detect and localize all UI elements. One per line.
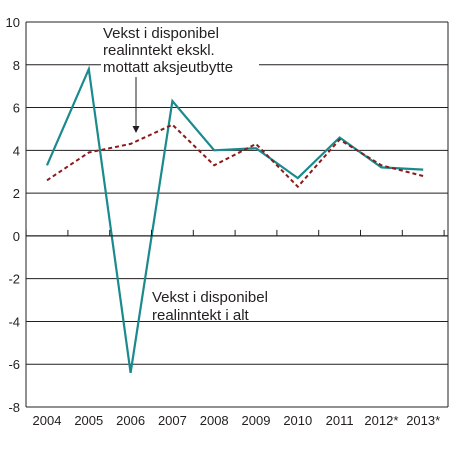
series-annotation-line: mottatt aksjeutbytte	[103, 59, 233, 76]
x-tick-label: 2004	[33, 413, 62, 428]
series-annotation-line: Vekst i disponibel	[103, 25, 219, 42]
tick-labels: -8 -6 -4 -2 0 2 4 6 8 10 2004 2005 2006 2007 2008 2009 2…	[6, 15, 441, 428]
x-tick-label: 2005	[74, 413, 103, 428]
y-tick-label: -4	[8, 314, 20, 329]
x-tick-label: 2011	[326, 413, 354, 428]
x-tick-label: 2007	[158, 413, 187, 428]
y-tick-label: 0	[13, 229, 20, 244]
y-tick-label: -6	[8, 357, 20, 372]
x-tick-label: 2012*	[364, 413, 398, 428]
x-tick-label: 2006	[116, 413, 145, 428]
series-line-total	[45, 65, 424, 373]
series-lines	[45, 65, 424, 373]
series-line-excl-dividends	[46, 123, 424, 189]
x-tick-label: 2013*	[406, 413, 440, 428]
annotation-background	[101, 23, 259, 76]
y-tick-label: 4	[13, 143, 20, 158]
series-annotation-line: Vekst i disponibel	[152, 289, 268, 306]
series-annotation-line: realinntekt ekskl.	[103, 42, 215, 59]
arrow-head-icon	[132, 126, 140, 133]
y-tick-label: 10	[6, 15, 20, 30]
y-tick-label: 6	[13, 101, 20, 116]
x-tick-label: 2008	[200, 413, 229, 428]
series-annotation-line: realinntekt i alt	[152, 307, 250, 324]
x-tick-label: 2009	[242, 413, 271, 428]
y-tick-label: -2	[8, 272, 20, 287]
y-tick-label: 2	[13, 186, 20, 201]
x-tick-label: 2010	[283, 413, 312, 428]
y-tick-label: -8	[8, 400, 20, 415]
y-tick-label: 8	[13, 58, 20, 73]
axes	[25, 22, 449, 407]
